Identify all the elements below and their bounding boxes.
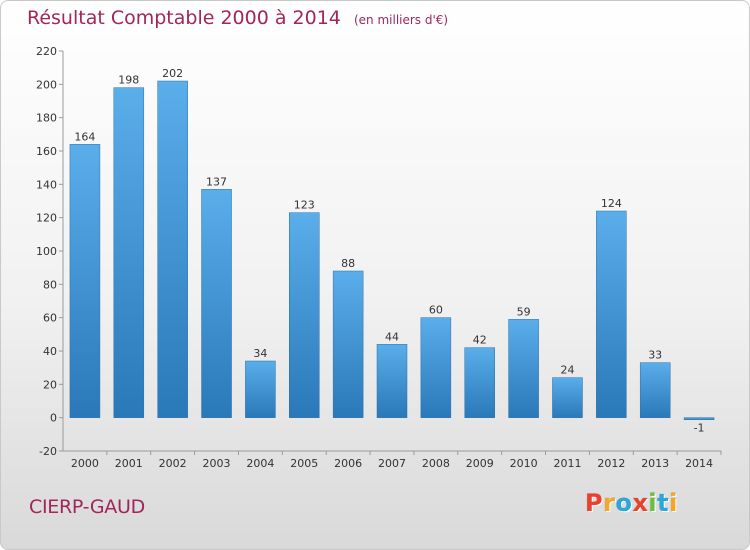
x-tick-label-2006: 2006 (334, 457, 362, 470)
bar-2002 (157, 80, 188, 418)
bar-2009 (464, 347, 495, 418)
bar-2005 (289, 212, 320, 418)
x-tick-label-2012: 2012 (597, 457, 625, 470)
y-tick-label: 0 (50, 412, 57, 425)
value-label-2013: 33 (648, 349, 662, 362)
bar-2003 (201, 189, 232, 418)
x-tick-label-2013: 2013 (641, 457, 669, 470)
x-tick-label-2014: 2014 (685, 457, 713, 470)
bar-2012 (596, 210, 627, 418)
value-label-2011: 24 (560, 364, 574, 377)
y-tick-label: -20 (39, 445, 57, 458)
bar-2010 (508, 319, 539, 418)
y-tick-label: 180 (36, 112, 57, 125)
y-tick-label: 40 (43, 345, 57, 358)
y-tick-label: 160 (36, 145, 57, 158)
x-tick-label-2001: 2001 (115, 457, 143, 470)
bar-2004 (245, 360, 276, 418)
x-tick-label-2007: 2007 (378, 457, 406, 470)
x-tick-label-2004: 2004 (246, 457, 274, 470)
chart-title: Résultat Comptable 2000 à 2014 (27, 7, 341, 29)
value-label-2003: 137 (206, 175, 227, 188)
y-tick-label: 20 (43, 378, 57, 391)
town-name: CIERP-GAUD (29, 496, 145, 518)
value-label-2008: 60 (429, 304, 443, 317)
x-tick-label-2011: 2011 (553, 457, 581, 470)
y-tick-label: 60 (43, 312, 57, 325)
y-tick-label: 100 (36, 245, 57, 258)
bar-2006 (332, 270, 364, 418)
logo-letter: x (632, 489, 649, 517)
logo-letter: r (603, 489, 616, 517)
y-tick-label: 80 (43, 278, 57, 291)
x-axis: 2000 2001 2002 2003 2004 2005 2006 2007 2008 2009… (63, 450, 722, 470)
bar-2007 (376, 344, 408, 418)
bar-2001 (113, 87, 145, 418)
chart-unit-note: (en milliers d'€) (353, 13, 449, 27)
x-tick-label-2009: 2009 (466, 457, 494, 470)
y-tick-label: 140 (36, 178, 57, 191)
logo-letter: i (648, 489, 658, 517)
chart-title-block: Résultat Comptable 2000 à 2014 (en milli… (27, 7, 448, 29)
logo-letter: o (615, 489, 633, 517)
bar-2008 (420, 317, 452, 418)
bar-2011 (552, 377, 583, 418)
x-tick-label-2010: 2010 (510, 457, 538, 470)
x-tick-label-2005: 2005 (290, 457, 318, 470)
value-label-2000: 164 (74, 130, 95, 143)
logo-letter: P (585, 489, 604, 517)
y-tick-label: 120 (36, 212, 57, 225)
value-label-2010: 59 (517, 305, 531, 318)
y-tick-label: 220 (36, 45, 57, 58)
x-tick-label-2008: 2008 (422, 457, 450, 470)
value-label-2001: 198 (118, 74, 139, 87)
logo-letter: t (657, 489, 670, 517)
x-tick-label-2002: 2002 (159, 457, 187, 470)
x-tick-label-2000: 2000 (71, 457, 99, 470)
value-label-2007: 44 (385, 330, 399, 343)
bar-series: 164 198 202 137 34 123 88 44 60 42 59 24 124 33 -1 (69, 67, 715, 435)
value-label-2006: 88 (341, 257, 355, 270)
bar-2014 (683, 417, 715, 420)
logo-letter: i (669, 489, 678, 517)
value-label-2002: 202 (162, 67, 183, 80)
value-label-2012: 124 (601, 197, 622, 210)
y-axis: -20 0 20 40 60 80 100 120 140 160 180 200 220 (36, 45, 64, 458)
value-label-2009: 42 (473, 334, 487, 347)
y-tick-label: 200 (36, 78, 57, 91)
bar-2000 (69, 144, 101, 418)
proxiti-logo: Proxiti (585, 489, 678, 517)
value-label-2004: 34 (253, 347, 267, 360)
value-label-2005: 123 (294, 199, 315, 212)
value-label-2014: -1 (694, 422, 705, 435)
x-tick-label-2003: 2003 (203, 457, 231, 470)
bar-2013 (639, 362, 671, 418)
